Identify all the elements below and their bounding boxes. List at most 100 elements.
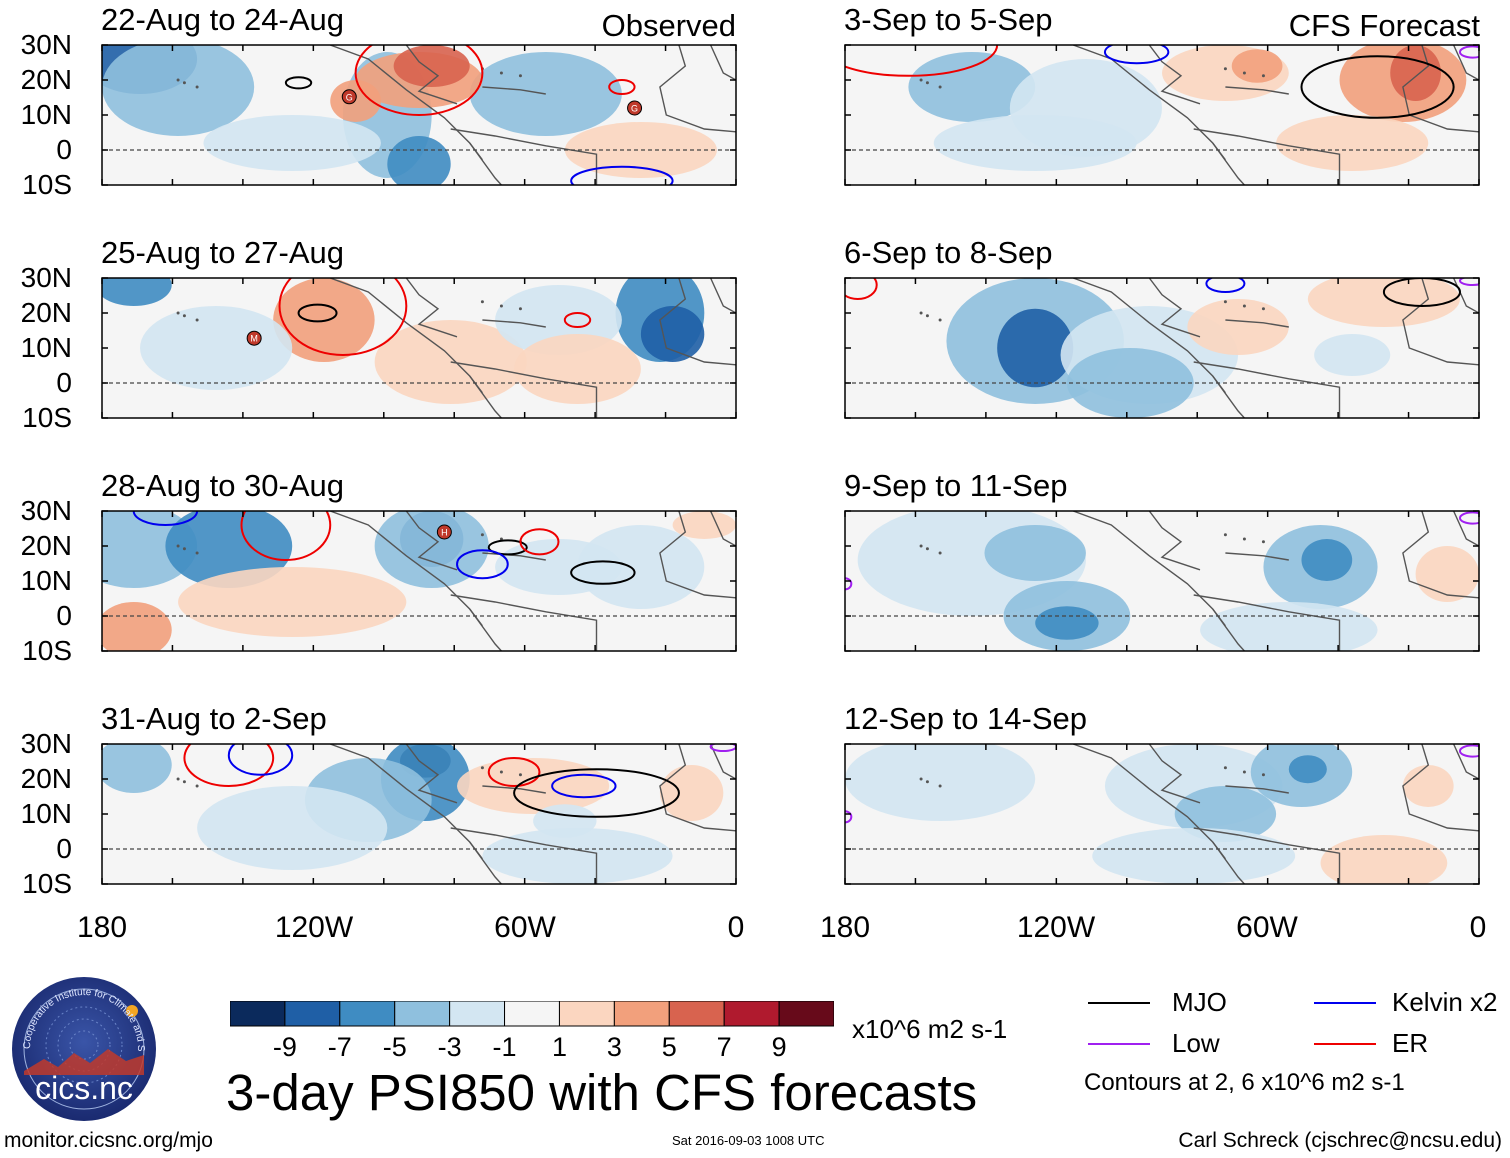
coastline (709, 278, 736, 314)
map-panel-forecast-3 (844, 510, 1480, 652)
units-label: x10^6 m2 s-1 (852, 1014, 1008, 1044)
island (182, 547, 186, 551)
coastline (450, 594, 598, 651)
shading-cell (577, 525, 705, 609)
coastline (1148, 45, 1201, 105)
shading-cell (1174, 786, 1277, 842)
island (182, 314, 186, 318)
legend-label-mjo: MJO (1172, 987, 1227, 1017)
coastline (405, 511, 458, 571)
lat-tick-label: 10N (20, 565, 72, 596)
legend-label-er: ER (1392, 1028, 1429, 1058)
shading-cell (1231, 49, 1283, 83)
coastline (659, 511, 736, 599)
shading-cell (1390, 45, 1441, 101)
coastline (450, 361, 598, 418)
island (919, 78, 923, 82)
island (925, 81, 929, 85)
lat-tick-label: 20N (20, 64, 72, 95)
legend-line-mjo (1088, 1002, 1150, 1004)
island (919, 777, 923, 781)
island (1242, 304, 1246, 308)
panel-title-obs-2: 25-Aug to 27-Aug (101, 235, 345, 270)
map-panel-forecast-2 (844, 277, 1480, 419)
anomaly-contour (456, 549, 509, 580)
anomaly-contour (1458, 744, 1479, 758)
contour-note: Contours at 2, 6 x10^6 m2 s-1 (1084, 1069, 1405, 1096)
panel-title-obs-4: 31-Aug to 2-Sep (101, 701, 327, 736)
coastline (1148, 278, 1201, 338)
island (1261, 540, 1265, 544)
anomaly-contour (487, 539, 528, 556)
observed-label: Observed (601, 8, 736, 43)
coastline (1212, 841, 1245, 884)
shading-cell (908, 52, 1036, 122)
panel-title-fc-1: 3-Sep to 5-Sep (844, 2, 1053, 37)
shading-cell (457, 758, 610, 814)
shading-cell (1092, 828, 1296, 884)
coastline (405, 45, 458, 105)
island (176, 777, 180, 781)
coastline (450, 827, 598, 884)
lat-tick-label: 10N (20, 99, 72, 130)
shading-cell (393, 45, 470, 87)
shading-cell (640, 306, 705, 362)
shading-cell (374, 511, 489, 588)
coastline (1452, 45, 1479, 81)
legend-line-er (1314, 1043, 1376, 1045)
coastline (1452, 744, 1479, 780)
coastline (1148, 511, 1201, 571)
anomaly-contour (1103, 45, 1170, 65)
panel-title-obs-1: 22-Aug to 24-Aug (101, 2, 345, 37)
island (1242, 71, 1246, 75)
island (919, 544, 923, 548)
lon-tick-left-0: 0 (727, 911, 745, 944)
anomaly-contour (570, 165, 674, 185)
island (919, 311, 923, 315)
legend-label-kelvin: Kelvin x2 (1392, 987, 1498, 1017)
map-panel-observed-3: H (101, 510, 737, 652)
shading-cell (1035, 606, 1099, 640)
shading-cell (102, 744, 172, 793)
colorbar-swatch (723, 1001, 780, 1027)
lat-tick-label: 0 (56, 833, 72, 864)
anomaly-contour (845, 577, 853, 591)
shading-cell (1402, 765, 1454, 807)
storm-icon: M (246, 330, 262, 346)
island (176, 311, 180, 315)
island (499, 71, 503, 75)
coastline (482, 319, 546, 328)
island (518, 307, 522, 311)
lat-tick-label: 20N (20, 297, 72, 328)
colorbar-swatch (558, 1001, 615, 1027)
island (499, 304, 503, 308)
island (1261, 307, 1265, 311)
footer-website[interactable]: monitor.cicsnc.org/mjo (4, 1129, 213, 1152)
colorbar-tick-label: -5 (382, 1032, 407, 1062)
legend-label-low: Low (1172, 1028, 1220, 1058)
anomaly-contour (297, 303, 338, 323)
coastline (1193, 361, 1341, 418)
shading-cell (1307, 278, 1460, 327)
shading-cell (1066, 348, 1194, 418)
island (1261, 773, 1265, 777)
island (925, 314, 929, 318)
lat-tick-label: 20N (20, 763, 72, 794)
coastline (469, 841, 502, 884)
colorbar-swatch (504, 1001, 560, 1027)
island (1242, 770, 1246, 774)
shading-cell (330, 80, 381, 122)
map-panel-forecast-1 (844, 44, 1480, 186)
island (176, 78, 180, 82)
coastline (1402, 511, 1479, 599)
shading-cell (1200, 602, 1378, 651)
coastline (709, 511, 736, 547)
shading-cell (197, 786, 388, 870)
shading-cell (178, 567, 407, 637)
island (1223, 67, 1227, 71)
anomaly-contour (570, 560, 636, 585)
coastline (709, 744, 736, 780)
shading-cell (933, 115, 1137, 171)
shading-cell (1314, 334, 1391, 376)
shading-cell (514, 334, 641, 404)
